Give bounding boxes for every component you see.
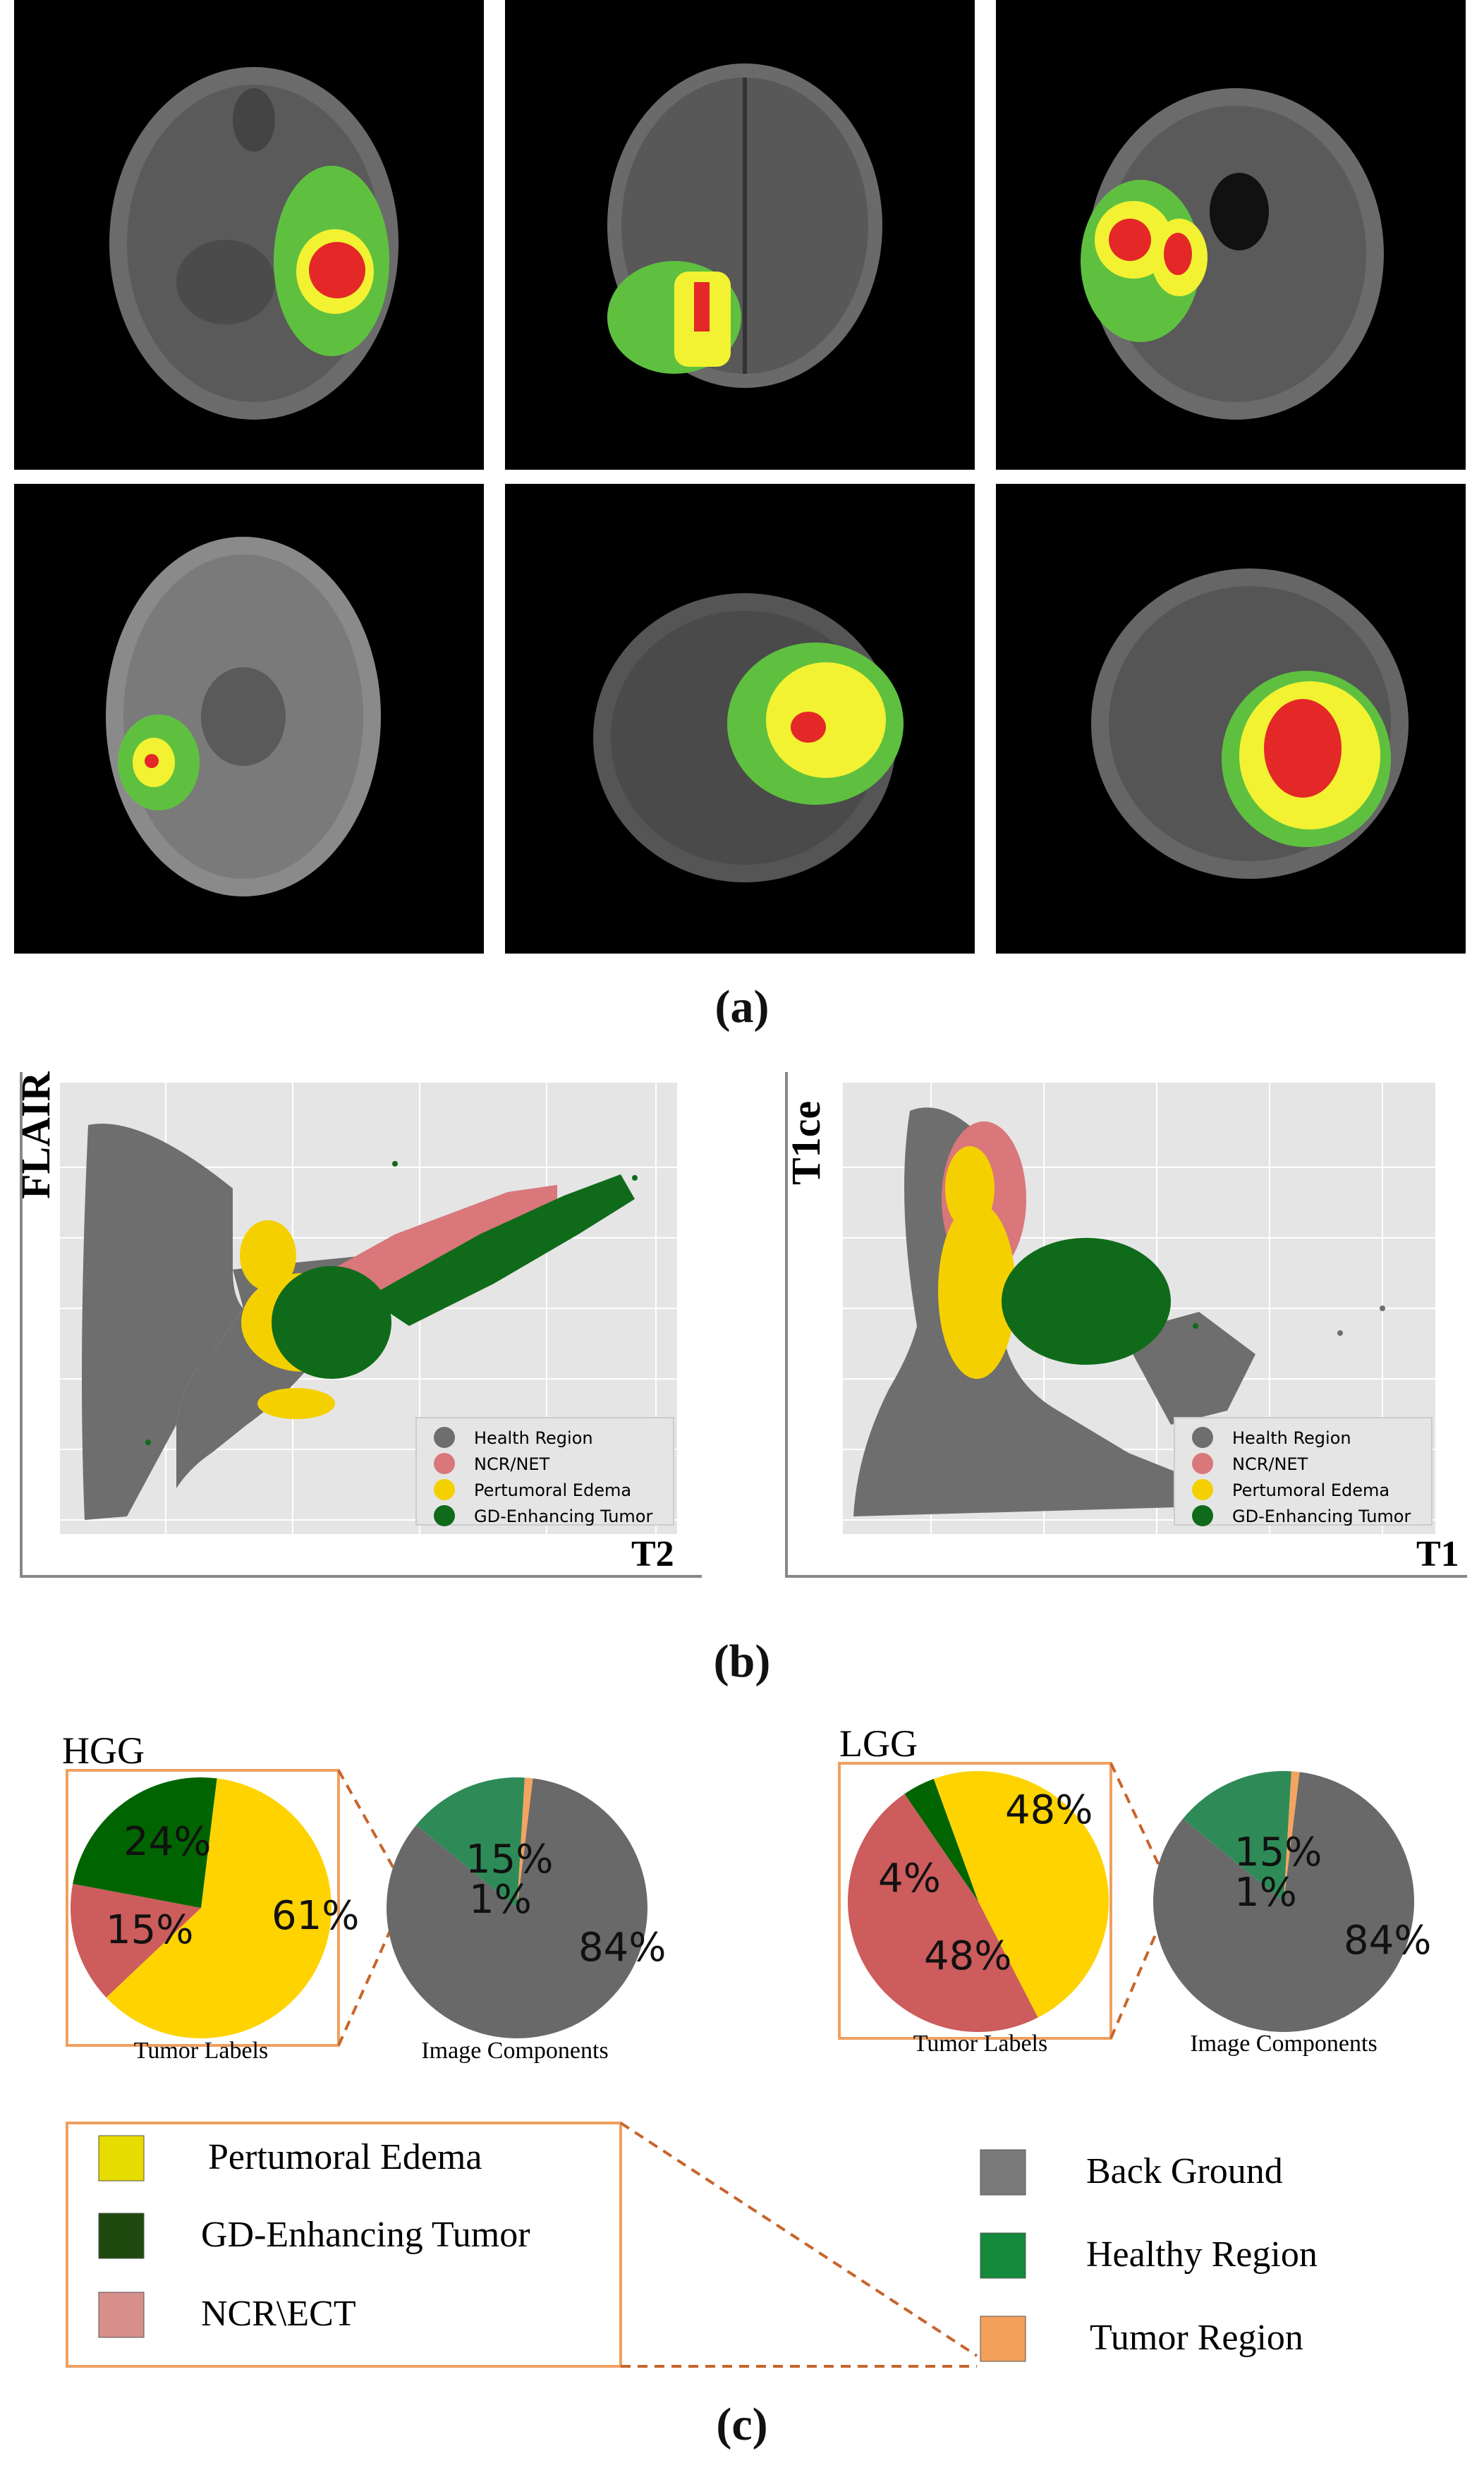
legend-marker <box>434 1453 455 1474</box>
hgg-components-caption: Image Components <box>421 2038 608 2064</box>
mri-scan-2 <box>505 0 975 470</box>
axis-frame <box>785 1072 1467 1578</box>
pie-slice <box>416 1777 525 1908</box>
scatter-flair-t2: Health Region NCR/NET Pertumoral Edema G… <box>13 1071 702 1578</box>
legend-marker <box>1192 1479 1213 1500</box>
pie-slice <box>847 1794 1038 2032</box>
legend-marker <box>1192 1505 1213 1526</box>
hgg-tumor-box <box>66 1769 340 2047</box>
hgg-label: HGG <box>62 1729 145 1772</box>
legend-marker <box>434 1427 455 1448</box>
pie-area: HGG LGG 61%15%24% 84%15%1% 48%48%4% 84%1… <box>62 1722 1431 2368</box>
legend-connector <box>619 2122 978 2357</box>
mri-scan-5 <box>505 484 975 954</box>
scatter-legend: Health Region NCR/NET Pertumoral Edema G… <box>415 1417 674 1526</box>
legend-label: NCR/NET <box>1232 1454 1308 1474</box>
lgg-components-caption: Image Components <box>1190 2031 1377 2057</box>
pie-value-label: 48% <box>924 1933 1011 1979</box>
legend-marker <box>434 1505 455 1526</box>
legend-label: GD-Enhancing Tumor <box>1232 1507 1411 1526</box>
legend-label: Tumor Region <box>1090 2318 1303 2358</box>
legend-swatch <box>980 2316 1026 2362</box>
hgg-tumor-labels-pie: 61% 15% 24% <box>70 1777 359 2038</box>
pie-slice <box>1284 1771 1300 1902</box>
legend-swatch <box>980 2232 1026 2279</box>
pie-slice <box>1183 1771 1291 1902</box>
tumor-legend-box <box>66 2122 622 2368</box>
legend-label: GD-Enhancing Tumor <box>201 2215 530 2255</box>
legend-label: Pertumoral Edema <box>474 1480 631 1500</box>
zoom-connector <box>1109 1763 1169 1884</box>
zoom-connector <box>1109 1918 1164 2039</box>
scatter-cloud-enhancing <box>1002 1238 1385 1365</box>
pie-value-label: 61% <box>272 1893 359 1939</box>
pie-value-label: 48% <box>1005 1787 1093 1833</box>
scatter-t1ce-t1: Health Region NCR/NET Pertumoral Edema G… <box>783 1072 1467 1578</box>
pie-slice <box>73 1777 217 1908</box>
pie-value-label: 15% <box>1234 1830 1322 1875</box>
scatter-cloud-edema <box>938 1146 1016 1379</box>
zoom-connector <box>337 1770 403 1884</box>
scatter-cloud-ncr <box>332 1185 557 1298</box>
pie-slice <box>933 1771 1109 2018</box>
pie-value-label: 24% <box>123 1819 211 1865</box>
pie-value-label: 4% <box>878 1856 941 1902</box>
x-axis-label: T2 <box>631 1534 674 1574</box>
mri-scan-6 <box>996 484 1466 954</box>
pie-value-label: 15% <box>106 1907 193 1953</box>
pie-value-label: 15% <box>466 1837 553 1882</box>
legend-swatch <box>98 2135 145 2182</box>
lgg-image-components-pie: 84% 15%1% <box>1153 1771 1431 2032</box>
legend-label: Healthy Region <box>1086 2234 1318 2275</box>
legend-label: Health Region <box>474 1428 593 1448</box>
mri-scan-1 <box>14 0 484 470</box>
legend-label: Pertumoral Edema <box>1232 1480 1389 1500</box>
axis-frame <box>20 1072 702 1578</box>
legend-label: GD-Enhancing Tumor <box>474 1507 652 1526</box>
panel-a-label: (a) <box>714 981 770 1033</box>
pie-slice <box>70 1883 201 1998</box>
legend-label: Health Region <box>1232 1428 1351 1448</box>
lgg-tumor-caption: Tumor Labels <box>913 2031 1047 2057</box>
hgg-image-components-pie: 84% 15%1% <box>387 1777 666 2038</box>
scatter-area: Health Region NCR/NET Pertumoral Edema G… <box>13 1071 1467 1578</box>
scatter-legend: Health Region NCR/NET Pertumoral Edema G… <box>1174 1417 1433 1526</box>
pie-value-label: 84% <box>578 1925 666 1971</box>
scatter-cloud-enhancing <box>145 1161 638 1445</box>
zoom-connector <box>337 1919 396 2046</box>
x-axis-label: T1 <box>1416 1534 1459 1574</box>
legend-label: Pertumoral Edema <box>208 2137 482 2177</box>
legend-marker <box>1192 1427 1213 1448</box>
legend-swatch <box>980 2149 1026 2196</box>
legend-label: NCR/NET <box>474 1454 550 1474</box>
pie-value-label: 84% <box>1344 1918 1431 1964</box>
hgg-tumor-caption: Tumor Labels <box>134 2038 268 2064</box>
mri-scan-4 <box>14 484 484 954</box>
pie-value-label: 1% <box>469 1877 532 1923</box>
legend-label: NCR\ECT <box>201 2294 356 2334</box>
pie-slice <box>517 1777 533 1908</box>
y-axis-label: FLAIR <box>13 1071 59 1199</box>
legend-label: Back Ground <box>1086 2151 1283 2191</box>
legend-marker <box>1192 1453 1213 1474</box>
lgg-label: LGG <box>839 1722 918 1765</box>
lgg-tumor-labels-pie: 48% 48% 4% <box>847 1771 1109 2032</box>
panel-b-label: (b) <box>713 1636 771 1687</box>
legend-swatch <box>98 2213 145 2259</box>
mri-scan-3 <box>996 0 1466 470</box>
legend-swatch <box>98 2292 145 2338</box>
y-axis-label: T1ce <box>783 1101 829 1185</box>
pie-value-label: 1% <box>1234 1870 1297 1916</box>
pie-slice <box>106 1778 332 2038</box>
panel-c-label: (c) <box>716 2399 768 2450</box>
legend-marker <box>434 1479 455 1500</box>
pie-slice <box>904 1779 978 1902</box>
pie-slice <box>1153 1772 1414 2032</box>
lgg-tumor-box <box>838 1762 1112 2040</box>
pie-slice <box>387 1778 647 2038</box>
